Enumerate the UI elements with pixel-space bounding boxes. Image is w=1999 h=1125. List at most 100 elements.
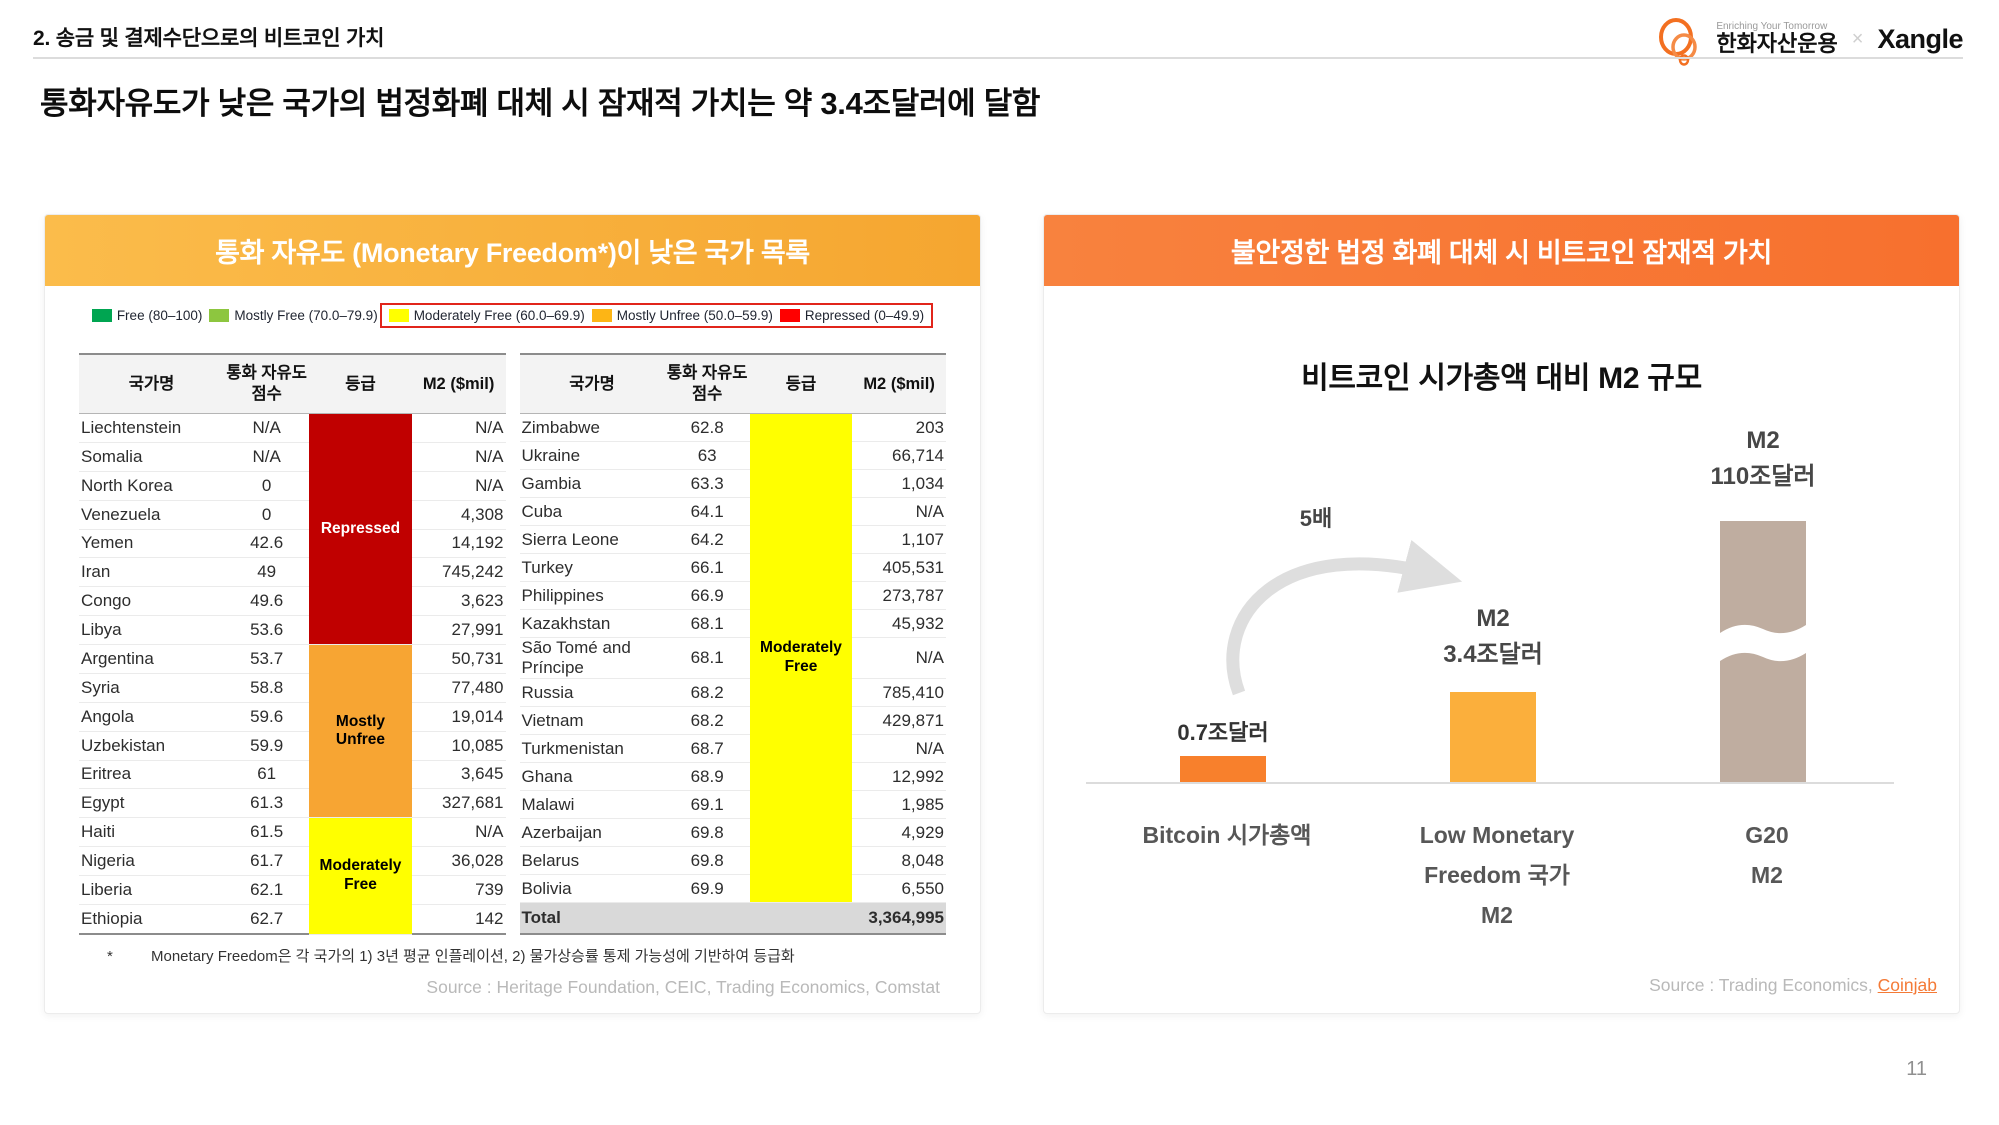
score-cell: 69.8 — [664, 846, 750, 875]
country-cell: Libya — [79, 615, 224, 645]
score-cell: 62.8 — [664, 413, 750, 442]
country-cell: Somalia — [79, 442, 224, 472]
country-cell: Turkey — [519, 553, 665, 582]
country-cell: Ethiopia — [79, 904, 224, 935]
m2-cell: N/A — [852, 637, 946, 679]
country-cell: North Korea — [79, 471, 224, 501]
score-cell: 59.6 — [224, 702, 310, 732]
m2-cell: 327,681 — [411, 788, 506, 819]
chart-title: 비트코인 시가총액 대비 M2 규모 — [1301, 362, 1702, 395]
score-cell: 68.2 — [664, 678, 750, 707]
right-panel-header: 불안정한 법정 화폐 대체 시 비트코인 잠재적 가치 — [1044, 215, 1959, 286]
score-cell: 68.1 — [664, 637, 750, 679]
m2-cell: 12,992 — [852, 762, 946, 791]
country-cell: Venezuela — [79, 500, 224, 530]
country-cell: Liberia — [79, 875, 224, 905]
legend-item: Free (80–100) — [91, 308, 202, 323]
logo-tagline: Enriching Your Tomorrow — [1716, 21, 1828, 33]
table-row: Congo 49.6 3,623 — [79, 586, 506, 617]
country-cell: Cuba — [519, 497, 665, 526]
score-cell: 0 — [224, 471, 310, 501]
score-cell: 42.6 — [224, 529, 310, 559]
col-header-rating: 등급 — [749, 353, 853, 414]
table-row: Russia 68.2 785,410 — [519, 678, 946, 707]
logo-area: Enriching Your Tomorrow 한화자산운용 × Xangle — [1654, 12, 1963, 66]
country-cell: Egypt — [79, 788, 224, 819]
col-header-score: 통화 자유도 점수 — [224, 353, 310, 414]
category-bitcoin: Bitcoin 시가총액 — [1142, 822, 1312, 848]
score-cell: 68.9 — [664, 762, 750, 791]
table-row: Turkey 66.1 405,531 — [519, 553, 946, 582]
col-header-country: 국가명 — [519, 353, 665, 414]
country-cell: Zimbabwe — [519, 413, 665, 442]
footnote-text: Monetary Freedom은 각 국가의 1) 3년 평균 인플레이션, … — [151, 948, 795, 965]
category-g20: G20 M2 — [1745, 822, 1789, 888]
table-row: Liechtenstein N/A Repressed N/A — [79, 413, 506, 645]
score-cell: 49.6 — [224, 586, 310, 617]
score-cell: 68.7 — [664, 734, 750, 763]
m2-cell: 1,107 — [852, 525, 946, 554]
mf-table-1: 국가명 통화 자유도 점수 등급 M2 ($mil) Liechtenstein… — [79, 353, 506, 935]
left-source: Source : Heritage Foundation, CEIC, Trad… — [426, 977, 940, 997]
rating-cell: Moderately Free — [309, 817, 412, 935]
score-cell: 61.3 — [224, 788, 310, 819]
right-source-text: Source : Trading Economics, — [1649, 975, 1878, 995]
score-cell: 68.1 — [664, 609, 750, 638]
score-cell: N/A — [224, 413, 310, 443]
score-cell: 62.7 — [224, 904, 310, 935]
legend-swatch — [209, 309, 230, 322]
m2-cell: N/A — [852, 734, 946, 763]
score-cell: 61 — [224, 760, 310, 790]
coinjab-link[interactable]: Coinjab — [1877, 975, 1937, 995]
top-bar: 2. 송금 및 결제수단으로의 비트코인 가치 Enriching Your T… — [33, 12, 1963, 66]
score-cell: N/A — [224, 442, 310, 472]
rating-cell: Repressed — [309, 413, 412, 645]
score-cell: 0 — [224, 500, 310, 530]
bar-value-low-mf-m2: M2 3.4조달러 — [1443, 605, 1543, 668]
country-cell: Kazakhstan — [519, 609, 665, 638]
table-row: Ghana 68.9 12,992 — [519, 762, 946, 791]
legend-swatch — [591, 309, 612, 322]
left-panel-header: 통화 자유도 (Monetary Freedom*)이 낮은 국가 목록 — [45, 215, 980, 286]
monetary-freedom-panel: 통화 자유도 (Monetary Freedom*)이 낮은 국가 목록 Fre… — [44, 214, 981, 1014]
table-row: Belarus 69.8 8,048 — [519, 846, 946, 875]
table-row: Bolivia 69.9 6,550 — [519, 874, 946, 903]
m2-cell: N/A — [411, 471, 506, 501]
bar-bitcoin-marketcap — [1180, 756, 1266, 782]
legend-boxed-group: Moderately Free (60.0–69.9) Mostly Unfree… — [379, 303, 934, 328]
total-value: 3,364,995 — [852, 902, 946, 935]
score-cell: 69.8 — [664, 818, 750, 847]
rating-cell: Mostly Unfree — [309, 644, 412, 819]
country-cell: Sierra Leone — [519, 525, 665, 554]
table-row: Kazakhstan 68.1 45,932 — [519, 609, 946, 638]
footnote: * Monetary Freedom은 각 국가의 1) 3년 평균 인플레이션,… — [107, 945, 946, 966]
legend-label: Mostly Free (70.0–79.9) — [234, 308, 378, 323]
table-row: São Tomé and Príncipe 68.1 N/A — [519, 637, 946, 679]
score-cell: 68.2 — [664, 706, 750, 735]
table-row: Venezuela 0 4,308 — [79, 500, 506, 530]
country-cell: Iran — [79, 557, 224, 588]
country-cell: Eritrea — [79, 760, 224, 790]
m2-cell: 405,531 — [852, 553, 946, 582]
logo-separator-icon: × — [1851, 27, 1864, 50]
footnote-star: * — [107, 948, 113, 965]
m2-cell: 3,623 — [411, 586, 506, 617]
table-row: Nigeria 61.7 36,028 — [79, 846, 506, 876]
m2-cell: 1,034 — [852, 469, 946, 498]
m2-cell: N/A — [852, 497, 946, 526]
m2-cell: 4,308 — [411, 500, 506, 530]
m2-cell: 10,085 — [411, 731, 506, 761]
table-row: Azerbaijan 69.8 4,929 — [519, 818, 946, 847]
country-cell: Russia — [519, 678, 665, 707]
table-row: Angola 59.6 19,014 — [79, 702, 506, 732]
country-cell: Angola — [79, 702, 224, 732]
score-cell: 58.8 — [224, 673, 310, 703]
m2-cell: 8,048 — [852, 846, 946, 875]
country-cell: Turkmenistan — [519, 734, 665, 763]
country-cell: Haiti — [79, 817, 224, 848]
table-row: Ethiopia 62.7 142 — [79, 904, 506, 935]
rating-cell: Moderately Free — [749, 413, 853, 903]
country-cell: Bolivia — [519, 874, 665, 903]
mf-table-2: 국가명 통화 자유도 점수 등급 M2 ($mil) Zimbabwe 62.8 M… — [519, 353, 946, 935]
